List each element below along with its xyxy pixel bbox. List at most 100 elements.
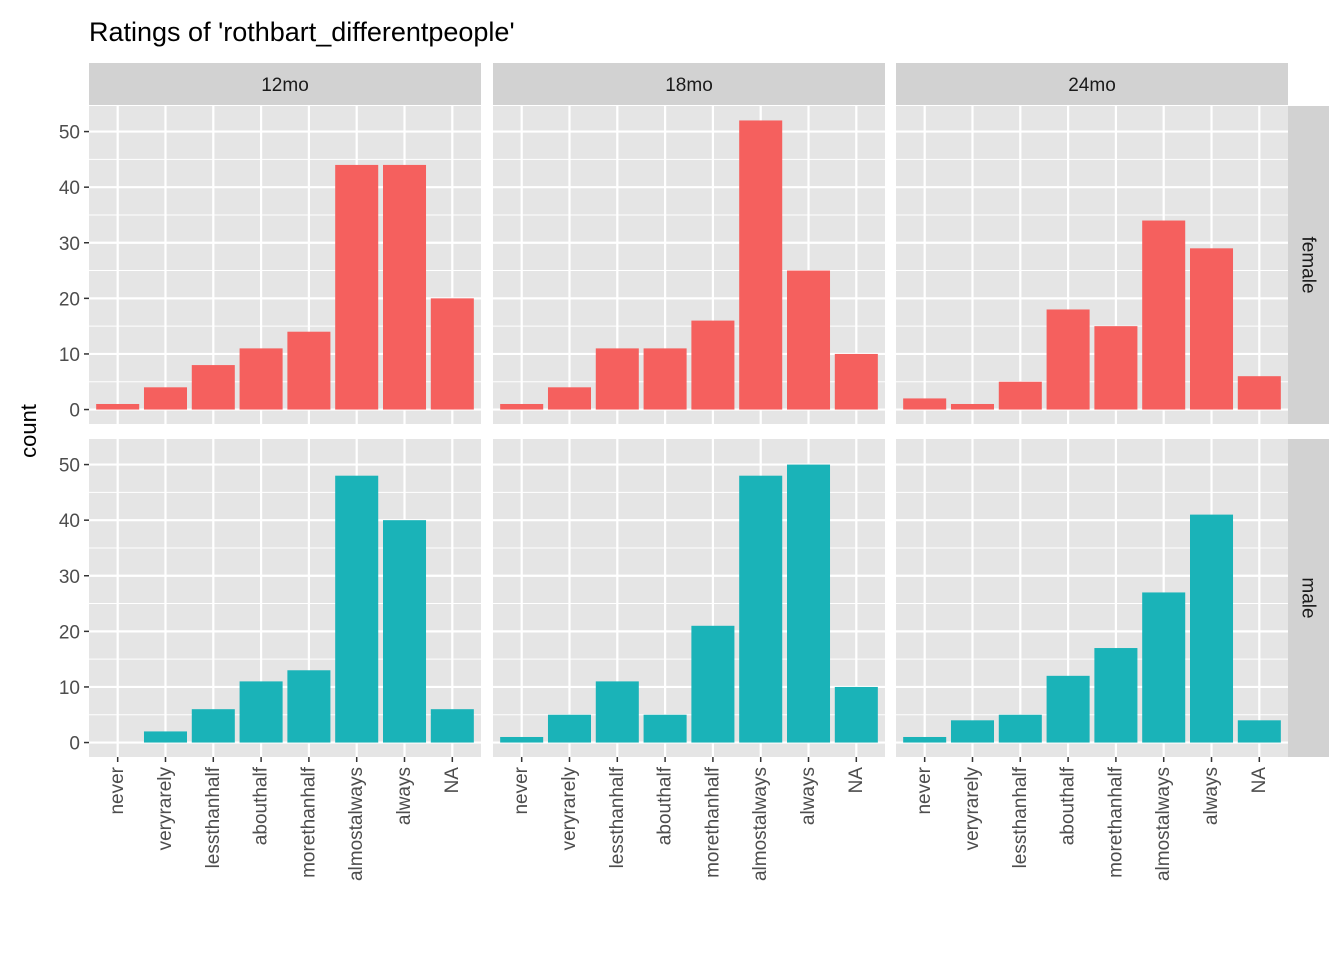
bar-lessthanhalf: [595, 348, 639, 410]
bar-morethanhalf: [287, 670, 331, 743]
bar-morethanhalf: [1094, 648, 1138, 743]
y-tick-label: 40: [59, 178, 80, 199]
bar-lessthanhalf: [191, 709, 235, 743]
bar-never: [903, 398, 947, 410]
bar-NA: [1237, 376, 1281, 410]
bar-veryrarely: [950, 403, 994, 410]
x-tick-label-morethanhalf: morethanhalf: [702, 766, 723, 878]
facet-strip-label-male: male: [1298, 577, 1319, 618]
bar-never: [96, 403, 140, 410]
bar-always: [787, 464, 831, 743]
bar-lessthanhalf: [998, 381, 1042, 410]
y-axis-title: count: [16, 404, 41, 458]
bar-abouthalf: [1046, 309, 1090, 410]
panel-24mo-male: [896, 439, 1288, 757]
bar-always: [1190, 514, 1234, 743]
facet-strip-female: [1287, 106, 1329, 424]
panel-18mo-male: [493, 439, 885, 757]
panel-12mo-female: [89, 106, 481, 424]
bar-NA: [834, 353, 878, 410]
y-tick-label: 40: [59, 511, 80, 532]
chart-title: Ratings of 'rothbart_differentpeople': [89, 17, 515, 47]
bar-always: [383, 520, 427, 743]
bar-always: [787, 270, 831, 410]
bar-morethanhalf: [691, 320, 735, 410]
bar-never: [500, 736, 544, 743]
x-tick-label-lessthanhalf: lessthanhalf: [607, 766, 628, 868]
panel-24mo-female: [896, 106, 1288, 424]
bar-NA: [430, 709, 474, 743]
y-tick-label: 30: [59, 234, 80, 255]
bar-almostalways: [739, 475, 783, 743]
x-tick-label-almostalways: almostalways: [750, 767, 771, 881]
bar-abouthalf: [239, 348, 283, 410]
x-tick-label-veryrarely: veryrarely: [962, 767, 983, 851]
y-tick-label: 0: [69, 401, 80, 422]
x-tick-label-NA: NA: [846, 767, 867, 794]
y-tick-label: 20: [59, 289, 80, 310]
x-tick-label-lessthanhalf: lessthanhalf: [203, 766, 224, 868]
y-tick-label: 50: [59, 456, 80, 477]
bar-abouthalf: [239, 681, 283, 743]
facet-strip-label-24mo: 24mo: [1068, 75, 1116, 96]
y-tick-label: 30: [59, 567, 80, 588]
x-tick-label-NA: NA: [1249, 767, 1270, 794]
bar-always: [383, 164, 427, 410]
bar-morethanhalf: [1094, 326, 1138, 410]
bar-lessthanhalf: [998, 714, 1042, 743]
bar-veryrarely: [143, 731, 187, 743]
x-tick-label-morethanhalf: morethanhalf: [298, 766, 319, 878]
panel-12mo-male: [89, 439, 481, 757]
bar-almostalways: [335, 164, 379, 410]
bar-almostalways: [739, 120, 783, 410]
facet-strip-24mo: [896, 63, 1288, 105]
facet-strip-label-18mo: 18mo: [665, 75, 713, 96]
bar-never: [500, 403, 544, 410]
x-tick-label-abouthalf: abouthalf: [251, 766, 272, 845]
x-tick-label-NA: NA: [442, 767, 463, 794]
y-tick-label: 10: [59, 678, 80, 699]
x-tick-label-almostalways: almostalways: [346, 767, 367, 881]
panels-layer: 12mo 18mo 24mo female male 0 10 20 30 40 50 0 10 20 30…: [59, 63, 1329, 881]
x-tick-label-never: never: [914, 766, 935, 814]
bar-abouthalf: [643, 348, 687, 410]
x-tick-label-never: never: [107, 766, 128, 814]
bar-almostalways: [1142, 220, 1186, 410]
bar-morethanhalf: [287, 331, 331, 410]
x-tick-label-abouthalf: abouthalf: [655, 766, 676, 845]
bar-veryrarely: [950, 720, 994, 743]
bar-veryrarely: [547, 714, 591, 743]
y-tick-label: 20: [59, 622, 80, 643]
bar-morethanhalf: [691, 625, 735, 743]
bar-NA: [430, 298, 474, 410]
facet-strip-12mo: [89, 63, 481, 105]
bar-never: [903, 736, 947, 743]
x-tick-label-always: always: [1201, 767, 1222, 825]
x-tick-label-veryrarely: veryrarely: [155, 767, 176, 851]
y-tick-label: 50: [59, 123, 80, 144]
x-tick-label-always: always: [394, 767, 415, 825]
x-tick-label-morethanhalf: morethanhalf: [1105, 766, 1126, 878]
facet-strip-label-female: female: [1298, 236, 1319, 293]
bar-almostalways: [335, 475, 379, 743]
bar-veryrarely: [143, 387, 187, 410]
x-tick-label-almostalways: almostalways: [1153, 767, 1174, 881]
bar-NA: [834, 686, 878, 743]
bar-lessthanhalf: [191, 365, 235, 410]
bar-always: [1190, 248, 1234, 410]
facet-strip-18mo: [493, 63, 885, 105]
bar-lessthanhalf: [595, 681, 639, 743]
bar-veryrarely: [547, 387, 591, 410]
bar-NA: [1237, 720, 1281, 743]
y-tick-label: 0: [69, 734, 80, 755]
x-tick-label-abouthalf: abouthalf: [1058, 766, 1079, 845]
facet-strip-male: [1287, 439, 1329, 757]
x-tick-label-never: never: [511, 766, 532, 814]
x-tick-label-lessthanhalf: lessthanhalf: [1010, 766, 1031, 868]
bar-abouthalf: [1046, 675, 1090, 743]
y-tick-label: 10: [59, 345, 80, 366]
x-tick-label-always: always: [798, 767, 819, 825]
x-tick-label-veryrarely: veryrarely: [559, 767, 580, 851]
